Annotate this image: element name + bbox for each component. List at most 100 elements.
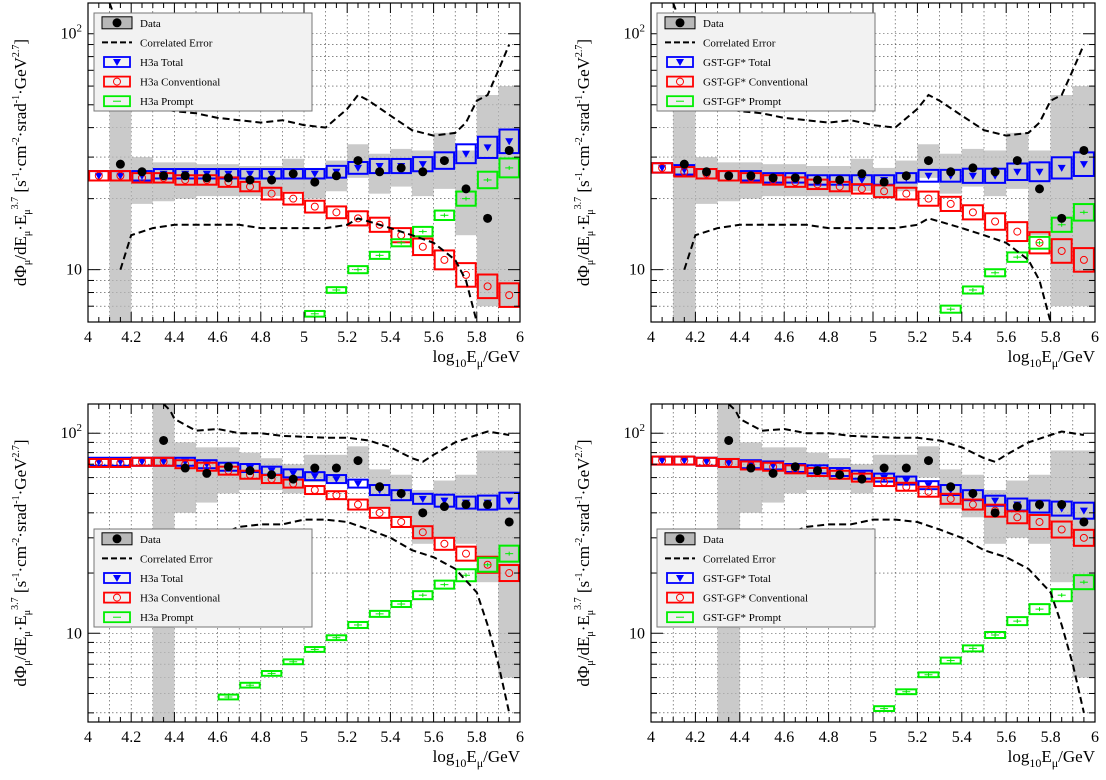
h3a-total-marker — [354, 480, 362, 488]
gst-gf-total-marker — [680, 457, 689, 465]
data-point — [679, 159, 689, 169]
x-axis-title: log10Eμ/GeV — [433, 747, 521, 770]
h3a-total-marker — [354, 164, 362, 172]
gst-gf-prompt-box — [1072, 203, 1095, 222]
x-tick-label: 5 — [869, 729, 877, 746]
plot-area — [651, 404, 1095, 722]
gst-gf-total-marker — [1079, 161, 1088, 169]
data-point — [137, 167, 147, 177]
h3a-conventional-box — [347, 210, 369, 227]
gst-gf-conventional-marker — [1079, 255, 1088, 264]
h3a-conventional-marker — [138, 457, 146, 466]
h3a-conventional-marker — [116, 458, 125, 467]
legend-marker-2 — [113, 575, 121, 582]
data-band — [1072, 450, 1095, 678]
gst-gf-total-box — [917, 480, 940, 491]
gst-gf-conventional-marker — [902, 482, 911, 491]
data-point — [483, 500, 493, 510]
legend-label: Correlated Error — [140, 553, 213, 565]
legend-label: GST-GF* Conventional — [703, 77, 808, 89]
plot-area — [651, 3, 1095, 369]
h3a-prompt-box — [325, 634, 348, 642]
gst-gf-total-marker — [724, 459, 733, 467]
h3a-total-box — [476, 135, 499, 159]
y-axis-title: dΦμ/dEμ·Eμ3.7 [s-1·cm-2·srad-1·GeV2.7] — [10, 439, 33, 686]
gst-gf-conventional-marker — [702, 457, 711, 466]
x-tick-label: 4.6 — [774, 729, 794, 746]
h3a-total-marker — [483, 144, 492, 152]
data-point — [901, 171, 911, 181]
gst-gf-conventional-box — [717, 457, 740, 468]
h3a-prompt-box — [412, 225, 434, 238]
h3a-conventional-marker — [483, 282, 492, 291]
x-tick-label: 4.2 — [685, 329, 705, 346]
h3a-prompt-box — [476, 170, 499, 190]
data-point — [768, 468, 778, 478]
x-tick-label: 6 — [1091, 329, 1099, 346]
gst-gf-total-box — [917, 168, 940, 183]
legend-symbol-2 — [666, 572, 694, 584]
h3a-total-marker — [375, 163, 384, 171]
gst-gf-conventional-box — [917, 485, 940, 498]
gst-gf-total-marker — [1079, 507, 1088, 515]
data-point — [924, 156, 933, 166]
data-band — [498, 86, 520, 307]
data-point — [504, 517, 514, 527]
h3a-prompt-box — [262, 349, 281, 355]
data-point — [790, 462, 800, 472]
h3a-prompt-box — [260, 669, 283, 677]
gst-gf-prompt-box — [917, 671, 940, 679]
legend-symbol-3 — [103, 75, 131, 88]
gst-gf-conventional-marker — [658, 456, 667, 465]
data-point — [353, 456, 363, 466]
gst-gf-conventional-box — [695, 456, 718, 467]
h3a-conventional-box — [476, 273, 499, 300]
legend-marker-3 — [676, 593, 684, 602]
legend-label: Data — [703, 18, 724, 30]
data-point — [245, 466, 255, 476]
data-point — [1079, 145, 1089, 155]
gst-gf-prompt-box — [961, 285, 984, 295]
legend-symbol-4 — [666, 611, 694, 624]
gst-gf-conventional-box — [895, 481, 918, 492]
data-band — [739, 442, 762, 513]
data-point — [483, 213, 493, 223]
x-tick-label: 5.8 — [467, 329, 487, 346]
gst-gf-conventional-box — [939, 195, 962, 212]
data-point — [746, 171, 756, 181]
data-point — [115, 159, 125, 169]
plot-area — [88, 404, 520, 722]
h3a-prompt-box — [433, 209, 456, 222]
h3a-prompt-box — [217, 693, 240, 701]
gst-gf-conventional-box — [1006, 510, 1029, 525]
gst-gf-total-box — [1050, 156, 1073, 180]
data-point — [724, 171, 734, 181]
h3a-total-marker — [310, 473, 319, 481]
x-axis-title: log10Eμ/GeV — [433, 347, 521, 370]
data-point — [418, 508, 428, 518]
gst-gf-conventional-marker — [924, 194, 933, 203]
h3a-conventional-marker — [289, 194, 298, 203]
data-point — [223, 173, 233, 183]
data-point — [901, 463, 911, 473]
x-tick-label: 5 — [300, 329, 308, 346]
gst-gf-conventional-box — [917, 190, 940, 207]
gst-gf-conventional-box — [850, 183, 873, 195]
data-point — [857, 474, 867, 484]
y-axis-title: dΦμ/dEμ·Eμ3.7 [s-1·cm-2·srad-1·GeV2.7] — [573, 39, 596, 286]
gst-gf-prompt-box — [984, 268, 1007, 278]
data-point — [835, 470, 845, 480]
legend-marker-2 — [113, 59, 121, 66]
gst-gf-prompt-box — [874, 363, 894, 369]
legend-marker-3 — [113, 77, 121, 86]
data-point — [990, 167, 1000, 177]
data-point — [835, 175, 845, 185]
data-point — [310, 463, 320, 473]
x-tick-label: 4.4 — [730, 329, 750, 346]
data-point — [968, 488, 978, 498]
h3a-conventional-marker — [310, 202, 319, 211]
gst-gf-conventional-box — [984, 212, 1007, 231]
gst-gf-conventional-box — [1006, 221, 1029, 243]
legend-symbol-3 — [103, 591, 131, 604]
gst-gf-prompt-box — [984, 631, 1007, 640]
